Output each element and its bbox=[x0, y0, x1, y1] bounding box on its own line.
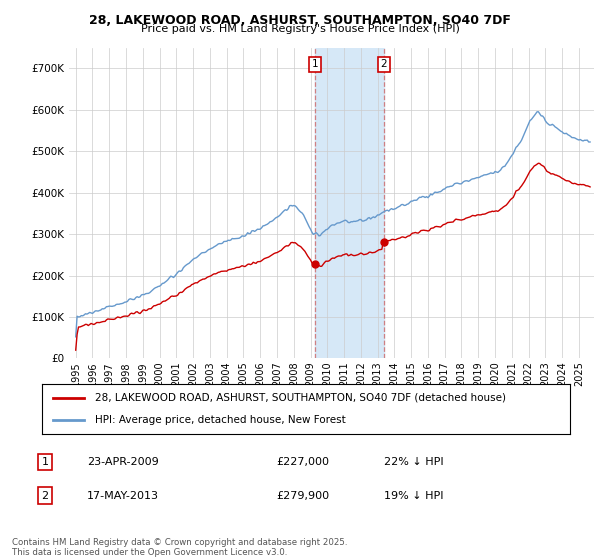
Text: HPI: Average price, detached house, New Forest: HPI: Average price, detached house, New … bbox=[95, 415, 346, 425]
Text: 28, LAKEWOOD ROAD, ASHURST, SOUTHAMPTON, SO40 7DF: 28, LAKEWOOD ROAD, ASHURST, SOUTHAMPTON,… bbox=[89, 14, 511, 27]
Text: Contains HM Land Registry data © Crown copyright and database right 2025.
This d: Contains HM Land Registry data © Crown c… bbox=[12, 538, 347, 557]
Text: 2: 2 bbox=[380, 59, 387, 69]
Text: 2: 2 bbox=[41, 491, 49, 501]
Text: 22% ↓ HPI: 22% ↓ HPI bbox=[384, 457, 443, 467]
Text: 19% ↓ HPI: 19% ↓ HPI bbox=[384, 491, 443, 501]
Text: 23-APR-2009: 23-APR-2009 bbox=[87, 457, 159, 467]
Text: 17-MAY-2013: 17-MAY-2013 bbox=[87, 491, 159, 501]
Text: £279,900: £279,900 bbox=[276, 491, 329, 501]
Text: Price paid vs. HM Land Registry's House Price Index (HPI): Price paid vs. HM Land Registry's House … bbox=[140, 24, 460, 34]
Text: 28, LAKEWOOD ROAD, ASHURST, SOUTHAMPTON, SO40 7DF (detached house): 28, LAKEWOOD ROAD, ASHURST, SOUTHAMPTON,… bbox=[95, 393, 506, 403]
Bar bbox=[316, 48, 384, 358]
Text: 1: 1 bbox=[41, 457, 49, 467]
Text: 1: 1 bbox=[312, 59, 319, 69]
Text: £227,000: £227,000 bbox=[276, 457, 329, 467]
